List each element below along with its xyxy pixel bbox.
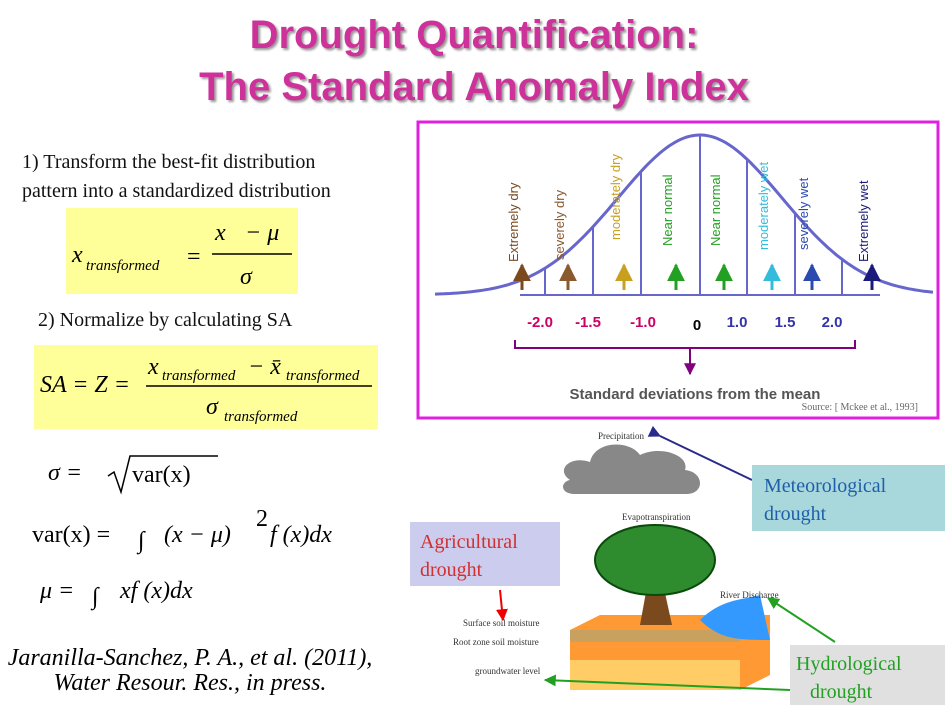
cloud <box>563 444 700 495</box>
arrow <box>647 425 753 481</box>
cycle-label: Root zone soil moisture <box>453 637 539 647</box>
step: 2) Normalize by calculating SA <box>38 309 293 331</box>
formula: f (x)dx <box>270 522 332 548</box>
callout-box <box>752 465 945 531</box>
formula: transformed <box>86 258 160 274</box>
formula-box <box>66 208 298 294</box>
source: Source: [ Mckee et al., 1993] <box>802 402 918 413</box>
cycle-label: Evapotranspiration <box>622 512 691 522</box>
formula: σ = <box>48 460 82 486</box>
cycle-label: Surface soil moisture <box>463 618 539 628</box>
formula: μ = <box>39 578 74 604</box>
tick-label: 1.0 <box>727 314 748 331</box>
callout-box <box>790 645 945 705</box>
formula: − x̄ <box>248 354 281 380</box>
formula: − μ <box>245 220 279 246</box>
category-label: Near normal <box>708 174 723 246</box>
cycle-label: Precipitation <box>598 431 644 441</box>
formula: SA = Z = <box>40 372 130 398</box>
formula: var(x) = <box>32 522 110 548</box>
formula: transformed <box>286 368 360 384</box>
cycle-label: groundwater level <box>475 666 541 676</box>
bell-curve-group: -2.0 -1.5 -1.0 0 1.0 1.5 2.0 Extremely dry sever… <box>434 133 934 334</box>
title: Drought Quantification: <box>250 13 699 57</box>
formula-box <box>34 345 378 429</box>
tick-label: 0 <box>693 317 701 334</box>
tick-label: -2.0 <box>527 314 553 331</box>
citation: Water Resour. Res., in press. <box>54 670 327 696</box>
formula: x <box>214 220 226 246</box>
river <box>700 595 770 640</box>
category-label: severely wet <box>796 177 811 250</box>
formula: ∫ <box>136 528 146 555</box>
formula: xf (x)dx <box>119 578 193 604</box>
tick-label: -1.5 <box>575 314 601 331</box>
bell-frame <box>416 120 940 420</box>
category-label: Extremely wet <box>856 180 871 262</box>
bracket <box>514 340 856 349</box>
formula: transformed <box>224 409 298 425</box>
title: The Standard Anomaly Index <box>199 65 749 109</box>
axis-label: Standard deviations from the mean <box>570 386 821 403</box>
category-label: Near normal <box>660 174 675 246</box>
formula: 2 <box>256 506 268 532</box>
formula: = <box>187 244 201 270</box>
formula: σ <box>206 394 219 420</box>
formula: x <box>71 242 83 268</box>
soil-layer <box>570 660 740 690</box>
category-label: severely dry <box>552 189 567 260</box>
callout: Meteorological <box>764 475 887 497</box>
callout: drought <box>810 681 873 703</box>
category-label: moderately wet <box>756 161 771 250</box>
formula: var(x) <box>132 462 191 488</box>
category-label: moderately dry <box>608 154 623 240</box>
callout: Agricultural <box>420 531 518 553</box>
soil-layer <box>570 630 740 642</box>
callout-box <box>410 522 560 586</box>
formula: ∫ <box>90 584 100 611</box>
bell-curve <box>434 133 934 296</box>
formula: σ <box>240 264 253 290</box>
callout: drought <box>420 559 483 581</box>
tick-label: 1.5 <box>775 314 796 331</box>
arrow <box>766 597 836 643</box>
callout: Hydrological <box>796 653 902 675</box>
citation: Jaranilla-Sanchez, P. A., et al. (2011), <box>8 645 373 671</box>
step: pattern into a standardized distribution <box>22 180 331 202</box>
radical <box>107 455 218 495</box>
callout: drought <box>764 503 827 525</box>
formula: (x − μ) <box>164 522 231 548</box>
arrow <box>543 674 791 691</box>
tick-label: -1.0 <box>630 314 656 331</box>
tree-crown <box>594 524 716 596</box>
formula: x <box>147 354 159 380</box>
arrow <box>495 589 508 622</box>
step: 1) Transform the best-fit distribution <box>22 151 315 173</box>
tick-label: 2.0 <box>822 314 843 331</box>
formula: transformed <box>162 368 236 384</box>
category-label: Extremely dry <box>506 182 521 262</box>
cycle-label: River Discharge <box>720 590 779 600</box>
